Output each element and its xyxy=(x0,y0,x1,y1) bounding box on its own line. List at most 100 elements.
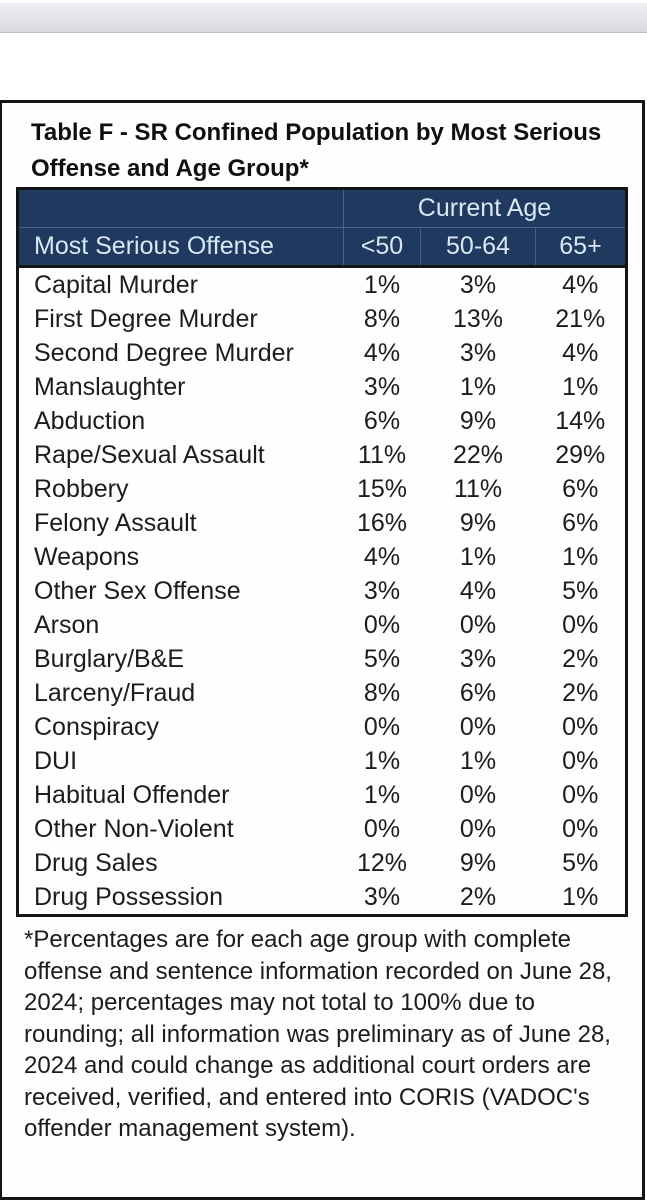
table-row: Capital Murder 1% 3% 4% xyxy=(17,266,627,302)
table-header: Current Age Most Serious Offense <50 50-… xyxy=(17,188,627,267)
offense-cell: Drug Sales xyxy=(17,846,344,880)
percent-cell: 4% xyxy=(343,336,421,370)
percent-cell: 6% xyxy=(343,404,421,438)
table-row: Other Sex Offense 3% 4% 5% xyxy=(17,574,627,608)
percent-cell: 0% xyxy=(420,778,536,812)
footnote-line: offender management system). xyxy=(24,1115,356,1142)
percent-cell: 29% xyxy=(535,438,627,472)
page-title: Table F - SR Confined Population by Most… xyxy=(31,115,642,187)
percent-cell: 1% xyxy=(420,540,536,574)
percent-cell: 1% xyxy=(343,744,421,778)
percent-cell: 1% xyxy=(343,266,421,302)
percent-cell: 1% xyxy=(420,744,536,778)
percent-cell: 3% xyxy=(420,266,536,302)
percent-cell: 0% xyxy=(343,812,421,846)
footnote-line: offense and sentence information recorde… xyxy=(24,957,612,985)
percent-cell: 0% xyxy=(420,608,536,642)
table-row: Second Degree Murder 4% 3% 4% xyxy=(17,336,627,370)
table-row: Larceny/Fraud 8% 6% 2% xyxy=(17,676,627,710)
percent-cell: 2% xyxy=(535,676,627,710)
percent-cell: 0% xyxy=(343,608,421,642)
percent-cell: 9% xyxy=(420,846,536,880)
table-row: Arson 0% 0% 0% xyxy=(17,608,627,642)
offense-cell: Burglary/B&E xyxy=(17,642,344,676)
percent-cell: 0% xyxy=(535,744,627,778)
header-columns-row: Most Serious Offense <50 50-64 65+ xyxy=(17,227,627,267)
percent-cell: 5% xyxy=(535,846,627,880)
document-outer-box: Table F - SR Confined Population by Most… xyxy=(0,100,645,1200)
current-age-group-header: Current Age xyxy=(343,188,627,228)
percent-cell: 0% xyxy=(535,608,627,642)
offense-cell: Conspiracy xyxy=(17,710,344,744)
percent-cell: 6% xyxy=(420,676,536,710)
offense-cell: Felony Assault xyxy=(17,506,344,540)
offense-cell: Robbery xyxy=(17,472,344,506)
percent-cell: 5% xyxy=(343,642,421,676)
header-group-row: Current Age xyxy=(17,188,627,228)
offense-age-table: Current Age Most Serious Offense <50 50-… xyxy=(16,187,628,917)
table-row: DUI 1% 1% 0% xyxy=(17,744,627,778)
percent-cell: 3% xyxy=(343,574,421,608)
table-row: Conspiracy 0% 0% 0% xyxy=(17,710,627,744)
percent-cell: 3% xyxy=(420,642,536,676)
offense-cell: Larceny/Fraud xyxy=(17,676,344,710)
percent-cell: 4% xyxy=(420,574,536,608)
table-row: Weapons 4% 1% 1% xyxy=(17,540,627,574)
table-row: Burglary/B&E 5% 3% 2% xyxy=(17,642,627,676)
footnote-line: 2024; percentages may not total to 100% … xyxy=(24,989,536,1016)
percent-cell: 8% xyxy=(343,302,421,336)
percent-cell: 16% xyxy=(343,506,421,540)
table-row: Abduction 6% 9% 14% xyxy=(17,404,627,438)
age-col-50-64: 50-64 xyxy=(420,227,536,267)
offense-cell: Weapons xyxy=(17,540,344,574)
percent-cell: 13% xyxy=(420,302,536,336)
percent-cell: 3% xyxy=(343,370,421,404)
table-row: Other Non-Violent 0% 0% 0% xyxy=(17,812,627,846)
percent-cell: 4% xyxy=(535,336,627,370)
offense-cell: Capital Murder xyxy=(17,266,344,302)
page-top-gray-band xyxy=(0,3,647,33)
percent-cell: 11% xyxy=(420,472,536,506)
offense-cell: Drug Possession xyxy=(17,880,344,916)
footnote: *Percentages are for each age group with… xyxy=(24,924,642,1145)
table-row: Habitual Offender 1% 0% 0% xyxy=(17,778,627,812)
percent-cell: 4% xyxy=(343,540,421,574)
footnote-line: 2024 and could change as additional cour… xyxy=(24,1052,592,1079)
percent-cell: 0% xyxy=(343,710,421,744)
percent-cell: 5% xyxy=(535,574,627,608)
offense-cell: Abduction xyxy=(17,404,344,438)
percent-cell: 0% xyxy=(535,710,627,744)
percent-cell: 0% xyxy=(420,710,536,744)
offense-cell: Habitual Offender xyxy=(17,778,344,812)
percent-cell: 22% xyxy=(420,438,536,472)
percent-cell: 2% xyxy=(420,880,536,916)
percent-cell: 15% xyxy=(343,472,421,506)
most-serious-offense-header: Most Serious Offense xyxy=(17,227,344,267)
percent-cell: 1% xyxy=(420,370,536,404)
table-row: First Degree Murder 8% 13% 21% xyxy=(17,302,627,336)
table-row: Drug Sales 12% 9% 5% xyxy=(17,846,627,880)
percent-cell: 1% xyxy=(535,880,627,916)
offense-cell: Other Non-Violent xyxy=(17,812,344,846)
header-blank-cell xyxy=(17,188,344,228)
percent-cell: 1% xyxy=(535,540,627,574)
page-title-line1: Table F - SR Confined Population by Most… xyxy=(31,119,602,146)
footnote-line: rounding; all information was preliminar… xyxy=(24,1020,611,1048)
table-row: Felony Assault 16% 9% 6% xyxy=(17,506,627,540)
percent-cell: 14% xyxy=(535,404,627,438)
table-row: Rape/Sexual Assault 11% 22% 29% xyxy=(17,438,627,472)
offense-cell: Manslaughter xyxy=(17,370,344,404)
table-row: Robbery 15% 11% 6% xyxy=(17,472,627,506)
percent-cell: 0% xyxy=(535,778,627,812)
percent-cell: 21% xyxy=(535,302,627,336)
percent-cell: 1% xyxy=(535,370,627,404)
offense-cell: First Degree Murder xyxy=(17,302,344,336)
age-col-under-50: <50 xyxy=(343,227,421,267)
percent-cell: 8% xyxy=(343,676,421,710)
table-row: Manslaughter 3% 1% 1% xyxy=(17,370,627,404)
footnote-line: received, verified, and entered into COR… xyxy=(24,1083,590,1111)
percent-cell: 0% xyxy=(535,812,627,846)
offense-cell: Arson xyxy=(17,608,344,642)
age-col-65-plus: 65+ xyxy=(535,227,627,267)
percent-cell: 3% xyxy=(420,336,536,370)
